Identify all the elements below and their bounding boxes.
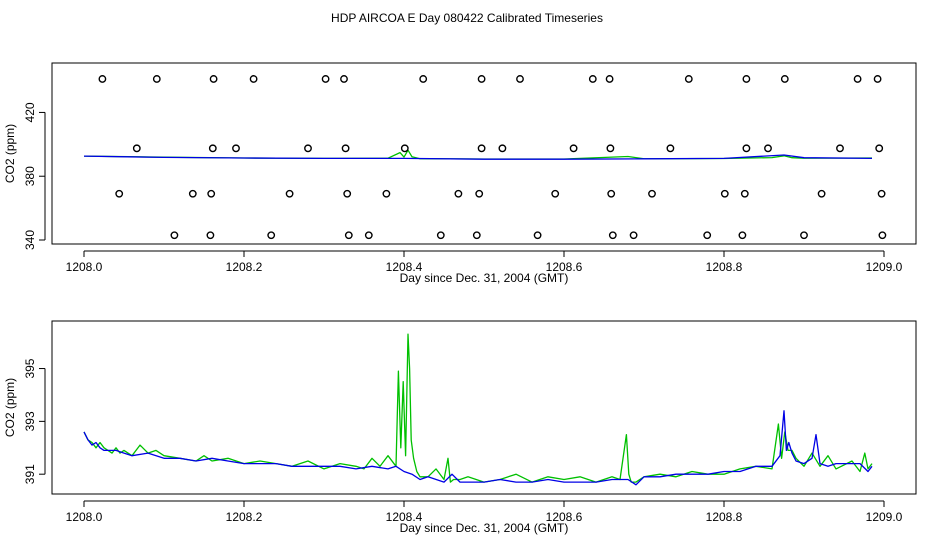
y-axis-label: CO2 (ppm): [3, 378, 17, 437]
x-axis-label: Day since Dec. 31, 2004 (GMT): [400, 271, 569, 285]
top-panel: 1208.0 1208.2 1208.4 1208.6 1208.8 1209.0 Day …: [3, 62, 917, 285]
data-point: [98, 75, 107, 83]
x-tick-label: 1208.2: [226, 260, 263, 274]
data-point: [742, 144, 751, 153]
data-point: [477, 75, 486, 83]
data-point: [472, 231, 481, 240]
data-point: [152, 75, 161, 83]
data-point: [764, 144, 772, 153]
data-point: [115, 189, 124, 198]
data-point: [419, 75, 428, 83]
data-point: [475, 189, 484, 198]
y-tick-label: 420: [23, 102, 37, 122]
data-point: [738, 231, 747, 240]
x-tick-label: 1208.2: [226, 510, 263, 524]
data-point: [606, 144, 615, 153]
data-point: [569, 144, 578, 153]
data-point: [588, 75, 597, 83]
data-point: [780, 75, 789, 83]
data-point: [304, 144, 312, 153]
data-point: [321, 75, 330, 83]
data-point: [267, 231, 276, 240]
data-point: [666, 144, 675, 153]
data-point: [209, 75, 218, 83]
data-point: [551, 189, 560, 198]
x-tick-label: 1208.0: [66, 510, 103, 524]
blue-series-line: [83, 410, 873, 486]
data-point: [208, 144, 217, 153]
plot-frame: [51, 320, 917, 495]
y-tick-label: 340: [23, 230, 37, 250]
data-point: [873, 75, 882, 83]
data-point: [364, 231, 373, 240]
data-point: [629, 231, 638, 240]
data-point: [684, 75, 693, 83]
x-tick-label: 1209.0: [866, 260, 903, 274]
x-axis-label: Day since Dec. 31, 2004 (GMT): [400, 521, 569, 535]
data-point: [817, 189, 826, 198]
data-point: [516, 75, 524, 83]
chart-title: HDP AIRCOA E Day 080422 Calibrated Times…: [331, 11, 603, 25]
data-point: [720, 189, 729, 198]
data-point: [454, 189, 463, 198]
data-point: [232, 144, 240, 153]
data-point: [740, 189, 749, 198]
plot-frame: [51, 62, 917, 245]
data-point: [853, 75, 862, 83]
blue-series-line: [83, 154, 873, 160]
data-point: [800, 231, 808, 240]
data-point: [878, 231, 887, 240]
data-point: [400, 144, 409, 153]
data-point: [877, 189, 886, 198]
x-tick-label: 1208.6: [546, 260, 583, 274]
x-tick-label: 1208.8: [706, 510, 743, 524]
data-point: [285, 189, 294, 198]
x-tick-label: 1209.0: [866, 510, 903, 524]
data-point: [382, 189, 391, 198]
x-tick-label: 1208.8: [706, 260, 743, 274]
data-point: [206, 231, 215, 240]
data-point: [340, 75, 348, 83]
data-point: [343, 189, 352, 198]
data-point: [836, 144, 844, 153]
data-point: [742, 75, 751, 83]
point-series: [98, 75, 887, 240]
data-point: [436, 231, 445, 240]
bottom-panel: 1208.0 1208.2 1208.4 1208.6 1208.8 1209.0 Day …: [3, 320, 917, 535]
data-point: [533, 231, 542, 240]
data-point: [477, 144, 486, 153]
data-point: [132, 144, 141, 153]
data-point: [875, 144, 884, 153]
x-tick-label: 1208.4: [386, 260, 423, 274]
y-tick-label: 380: [23, 166, 37, 186]
data-point: [648, 189, 656, 198]
data-point: [207, 189, 216, 198]
data-point: [605, 75, 614, 83]
data-point: [249, 75, 258, 83]
data-point: [498, 144, 507, 153]
y-tick-label: 391: [23, 464, 37, 484]
data-point: [170, 231, 179, 240]
y-tick-label: 393: [23, 411, 37, 431]
data-point: [608, 231, 617, 240]
x-tick-label: 1208.4: [386, 510, 423, 524]
green-series-line: [83, 333, 873, 483]
data-point: [703, 231, 712, 240]
x-tick-label: 1208.6: [546, 510, 583, 524]
x-tick-label: 1208.0: [66, 260, 103, 274]
y-tick-label: 395: [23, 358, 37, 378]
data-point: [344, 231, 353, 240]
data-point: [188, 189, 197, 198]
data-point: [341, 144, 350, 153]
y-axis-label: CO2 (ppm): [3, 124, 17, 183]
data-point: [607, 189, 616, 198]
